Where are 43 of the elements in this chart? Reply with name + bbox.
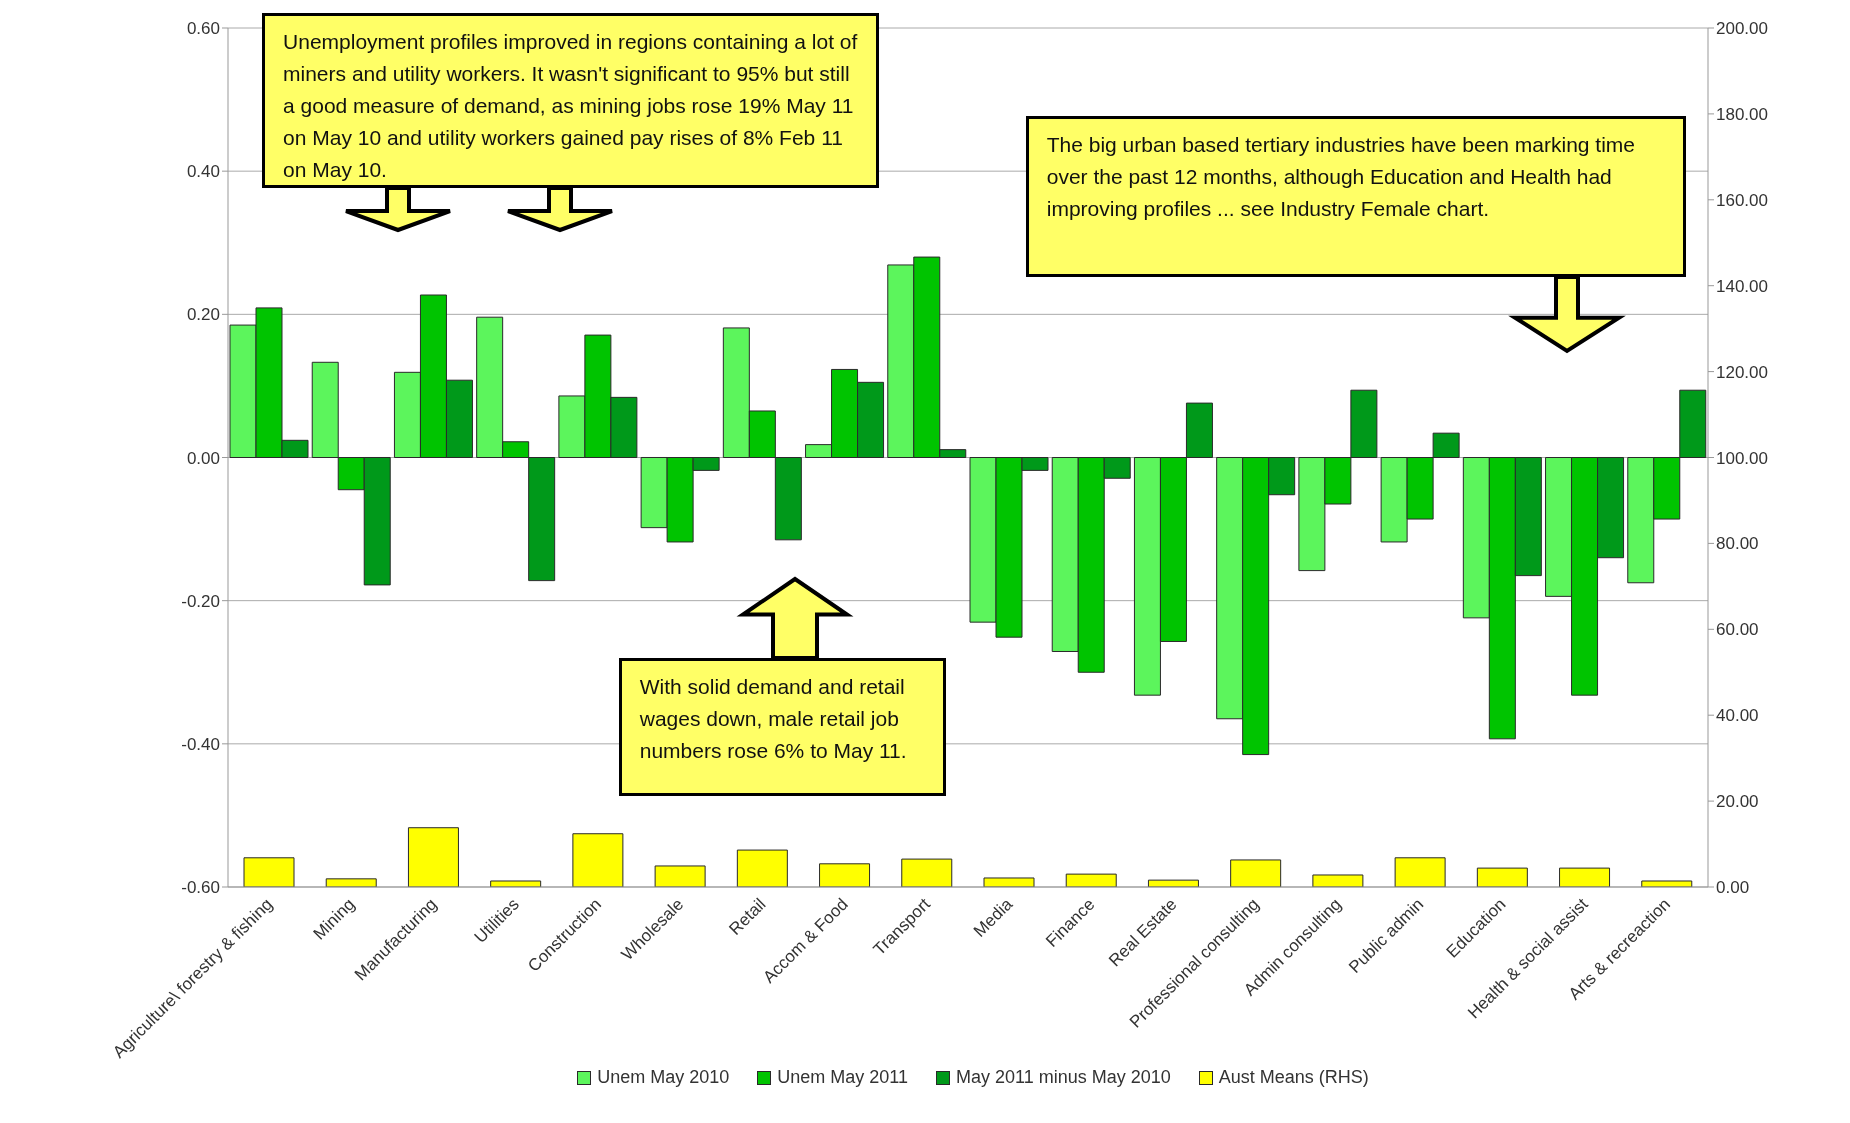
- y2-tick-label: 160.00: [1716, 190, 1768, 210]
- bar: [1559, 867, 1611, 887]
- y2-tick-label: 140.00: [1716, 276, 1768, 296]
- y2-tick-label: 40.00: [1716, 706, 1759, 726]
- bar: [243, 857, 295, 887]
- bar: [572, 833, 624, 887]
- bar: [983, 877, 1035, 887]
- bar: [407, 827, 459, 887]
- bar: [1230, 859, 1282, 887]
- callout-box: With solid demand and retail wages down, male retail job numbers rose 6% to May 11.: [618, 658, 946, 796]
- y2-tick-label: 20.00: [1716, 792, 1759, 812]
- y2-tick-label: 120.00: [1716, 362, 1768, 382]
- bar: [819, 863, 871, 887]
- y2-tick-label: 0.00: [1716, 878, 1750, 898]
- y2-tick-label: 180.00: [1716, 104, 1768, 124]
- bar: [901, 858, 953, 887]
- bar: [1312, 874, 1364, 887]
- y-tick-label: 0.60: [186, 19, 220, 39]
- legend-label: Aust Means (RHS): [1218, 1067, 1369, 1088]
- bar: [1641, 880, 1693, 887]
- y-tick-label: -0.60: [181, 878, 220, 898]
- callout-box: Unemployment profiles improved in regions containing a lot of miners and utility workers. It wasn't significant to 95% but still a good measure of demand, as mining jobs rose 19% May 11 on May 10 and utility workers gained pay rises of 8% Feb 11 on May 10.: [262, 12, 880, 188]
- legend-label: May 2011 minus May 2010: [955, 1067, 1171, 1088]
- y2-tick-label: 100.00: [1716, 448, 1768, 468]
- y2-tick-label: 60.00: [1716, 620, 1759, 640]
- bar: [490, 880, 542, 887]
- y-tick-label: 0.00: [186, 448, 220, 468]
- bar: [1476, 867, 1528, 887]
- legend-label: Unem May 2011: [777, 1067, 908, 1088]
- legend-label: Unem May 2010: [597, 1067, 730, 1088]
- y2-tick-label: 200.00: [1716, 19, 1768, 39]
- y-tick-label: 0.20: [186, 305, 220, 325]
- callout-box: The big urban based tertiary industries have been marking time over the past 12 months, although Education and Health had improving profiles ... see Industry Female chart.: [1025, 116, 1686, 277]
- y-tick-label: -0.40: [181, 734, 220, 754]
- bar: [1065, 873, 1117, 887]
- y-tick-label: 0.40: [186, 162, 220, 182]
- bar: [1147, 879, 1199, 887]
- bar: [325, 878, 377, 887]
- y2-tick-label: 80.00: [1716, 534, 1759, 554]
- bar: [654, 865, 706, 887]
- bar: [736, 849, 788, 887]
- y-tick-label: -0.20: [181, 591, 220, 611]
- bar: [1394, 857, 1446, 887]
